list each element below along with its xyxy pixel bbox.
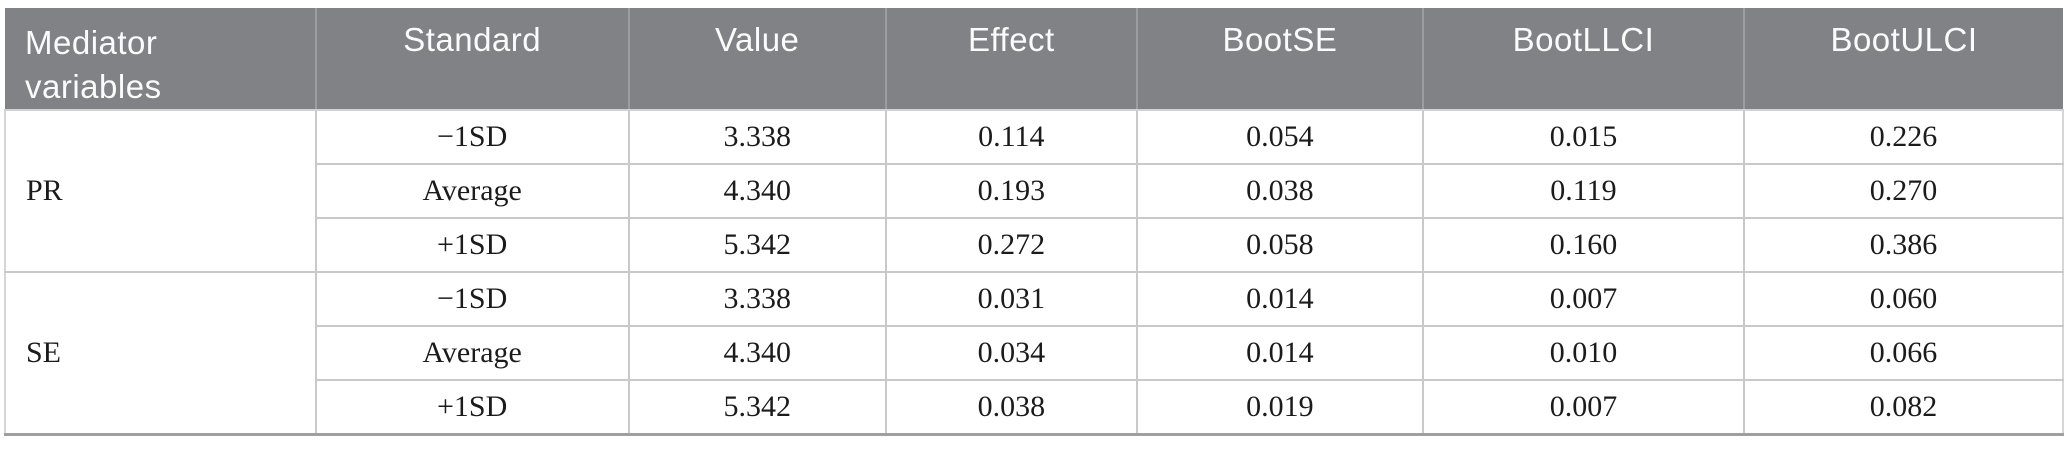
cell-value: 3.338 (627, 109, 887, 165)
cell-bootse: 0.058 (1135, 217, 1424, 273)
cell-bootulci: 0.226 (1742, 109, 2065, 165)
cell-value: 4.340 (627, 163, 887, 219)
cell-bootse: 0.014 (1135, 325, 1424, 381)
cell-bootulci: 0.082 (1742, 379, 2065, 434)
header-cell-bootse: BootSE (1135, 8, 1423, 111)
header-cell-effect: Effect (884, 8, 1137, 111)
cell-standard: Average (314, 325, 630, 381)
table-row: +1SD 5.342 0.272 0.058 0.160 0.386 (5, 217, 2065, 273)
cell-value: 5.342 (627, 379, 887, 434)
cell-standard: −1SD (314, 271, 630, 327)
cell-bootllci: 0.007 (1421, 379, 1745, 434)
cell-effect: 0.038 (884, 379, 1138, 434)
cell-effect: 0.114 (884, 109, 1138, 165)
mediator-cell-se: SE (4, 271, 317, 435)
cell-bootulci: 0.060 (1742, 271, 2065, 327)
cell-effect: 0.031 (884, 271, 1138, 327)
cell-value: 4.340 (627, 325, 887, 381)
data-table: Mediator variables Standard Value Effect… (4, 8, 2065, 436)
table-header: Mediator variables Standard Value Effect… (5, 8, 2063, 111)
header-cell-standard: Standard (314, 8, 629, 111)
header-cell-bootllci: BootLLCI (1421, 8, 1744, 111)
cell-standard: −1SD (314, 109, 630, 165)
header-row: Mediator variables Standard Value Effect… (5, 8, 2063, 111)
table-row: SE −1SD 3.338 0.031 0.014 0.007 0.060 (4, 271, 2065, 435)
mediation-results-table: Mediator variables Standard Value Effect… (4, 8, 2065, 436)
header-cell-mediator-variables: Mediator variables (5, 8, 316, 111)
cell-bootse: 0.019 (1135, 379, 1424, 434)
mediator-cell-pr: PR (4, 109, 317, 273)
cell-value: 3.338 (627, 271, 887, 327)
cell-bootse: 0.014 (1135, 271, 1424, 327)
header-cell-value: Value (627, 8, 886, 111)
cell-bootllci: 0.119 (1421, 163, 1745, 219)
cell-standard: Average (314, 163, 630, 219)
cell-bootulci: 0.270 (1742, 163, 2065, 219)
table-row: Average 4.340 0.193 0.038 0.119 0.270 (5, 163, 2065, 219)
cell-bootllci: 0.007 (1421, 271, 1745, 327)
table-body: PR −1SD 3.338 0.114 0.054 0.015 0.226 Av… (4, 109, 2065, 435)
cell-bootse: 0.038 (1135, 163, 1424, 219)
cell-standard: +1SD (314, 379, 630, 434)
cell-bootse: 0.054 (1135, 109, 1424, 165)
cell-effect: 0.034 (884, 325, 1138, 381)
cell-effect: 0.272 (884, 217, 1138, 273)
cell-effect: 0.193 (884, 163, 1138, 219)
cell-bootulci: 0.066 (1742, 325, 2065, 381)
table-row: PR −1SD 3.338 0.114 0.054 0.015 0.226 (4, 109, 2065, 273)
cell-value: 5.342 (627, 217, 887, 273)
cell-standard: +1SD (314, 217, 630, 273)
table-row: +1SD 5.342 0.038 0.019 0.007 0.082 (5, 379, 2065, 434)
header-cell-bootulci: BootULCI (1742, 8, 2063, 111)
cell-bootllci: 0.010 (1421, 325, 1745, 381)
table-row: Average 4.340 0.034 0.014 0.010 0.066 (5, 325, 2065, 381)
cell-bootllci: 0.015 (1421, 109, 1745, 165)
cell-bootulci: 0.386 (1742, 217, 2065, 273)
cell-bootllci: 0.160 (1421, 217, 1745, 273)
